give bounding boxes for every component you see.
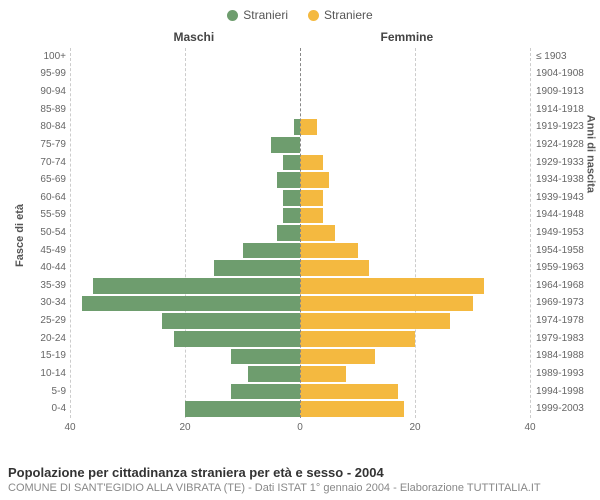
bar-female xyxy=(300,119,317,135)
bar-female xyxy=(300,296,473,312)
bar-female xyxy=(300,401,404,417)
bar-female xyxy=(300,155,323,171)
birth-year-label: 1934-1938 xyxy=(536,174,598,185)
chart-title: Popolazione per cittadinanza straniera p… xyxy=(8,465,541,480)
birth-year-label: 1909-1913 xyxy=(536,86,598,97)
footer: Popolazione per cittadinanza straniera p… xyxy=(8,465,541,494)
bar-female xyxy=(300,278,484,294)
bar-male xyxy=(248,366,300,382)
birth-year-label: 1969-1973 xyxy=(536,297,598,308)
birth-year-label: 1999-2003 xyxy=(536,403,598,414)
bar-female xyxy=(300,260,369,276)
x-tick-label: 40 xyxy=(524,422,535,433)
bar-male xyxy=(283,208,300,224)
bar-female xyxy=(300,331,415,347)
birth-year-label: 1924-1928 xyxy=(536,139,598,150)
age-label: 40-44 xyxy=(4,262,66,273)
bar-male xyxy=(277,225,300,241)
age-label: 25-29 xyxy=(4,315,66,326)
bar-female xyxy=(300,366,346,382)
gridline xyxy=(530,48,531,418)
age-label: 10-14 xyxy=(4,368,66,379)
bar-male xyxy=(82,296,301,312)
legend-swatch-female xyxy=(308,10,319,21)
bar-male xyxy=(243,243,301,259)
birth-year-label: 1979-1983 xyxy=(536,333,598,344)
bar-male xyxy=(271,137,300,153)
age-label: 30-34 xyxy=(4,297,66,308)
birth-year-label: 1954-1958 xyxy=(536,245,598,256)
age-label: 15-19 xyxy=(4,350,66,361)
birth-year-label: ≤ 1903 xyxy=(536,51,598,62)
age-label: 60-64 xyxy=(4,192,66,203)
bar-male xyxy=(283,190,300,206)
column-title-female: Femmine xyxy=(381,30,434,44)
age-label: 5-9 xyxy=(4,386,66,397)
age-label: 95-99 xyxy=(4,68,66,79)
birth-year-label: 1939-1943 xyxy=(536,192,598,203)
age-label: 50-54 xyxy=(4,227,66,238)
age-label: 55-59 xyxy=(4,209,66,220)
bar-male xyxy=(93,278,300,294)
age-label: 75-79 xyxy=(4,139,66,150)
birth-year-label: 1914-1918 xyxy=(536,104,598,115)
bar-female xyxy=(300,384,398,400)
bar-male xyxy=(214,260,300,276)
bar-female xyxy=(300,313,450,329)
birth-year-label: 1974-1978 xyxy=(536,315,598,326)
bar-male xyxy=(283,155,300,171)
column-title-male: Maschi xyxy=(174,30,215,44)
birth-year-label: 1944-1948 xyxy=(536,209,598,220)
legend-swatch-male xyxy=(227,10,238,21)
birth-year-label: 1964-1968 xyxy=(536,280,598,291)
legend-item-female: Straniere xyxy=(308,8,373,22)
birth-year-label: 1949-1953 xyxy=(536,227,598,238)
bar-male xyxy=(162,313,300,329)
legend: Stranieri Straniere xyxy=(0,0,600,26)
legend-item-male: Stranieri xyxy=(227,8,288,22)
bar-male xyxy=(231,384,300,400)
birth-year-label: 1959-1963 xyxy=(536,262,598,273)
age-label: 20-24 xyxy=(4,333,66,344)
bar-male xyxy=(185,401,300,417)
bar-male xyxy=(277,172,300,188)
bar-female xyxy=(300,225,335,241)
age-label: 85-89 xyxy=(4,104,66,115)
x-tick-label: 20 xyxy=(179,422,190,433)
age-label: 65-69 xyxy=(4,174,66,185)
chart: Maschi Femmine Fasce di età Anni di nasc… xyxy=(0,26,600,446)
bar-female xyxy=(300,349,375,365)
age-label: 70-74 xyxy=(4,157,66,168)
birth-year-label: 1994-1998 xyxy=(536,386,598,397)
bar-female xyxy=(300,172,329,188)
legend-label-male: Stranieri xyxy=(243,8,288,22)
bar-female xyxy=(300,243,358,259)
age-label: 80-84 xyxy=(4,121,66,132)
age-label: 35-39 xyxy=(4,280,66,291)
bar-female xyxy=(300,190,323,206)
birth-year-label: 1929-1933 xyxy=(536,157,598,168)
birth-year-label: 1989-1993 xyxy=(536,368,598,379)
bar-female xyxy=(300,208,323,224)
plot-area xyxy=(70,48,530,418)
legend-label-female: Straniere xyxy=(324,8,373,22)
birth-year-label: 1919-1923 xyxy=(536,121,598,132)
birth-year-label: 1904-1908 xyxy=(536,68,598,79)
x-tick-label: 0 xyxy=(297,422,303,433)
bar-male xyxy=(231,349,300,365)
age-label: 100+ xyxy=(4,51,66,62)
x-tick-label: 40 xyxy=(64,422,75,433)
zero-line xyxy=(300,48,301,418)
age-label: 90-94 xyxy=(4,86,66,97)
birth-year-label: 1984-1988 xyxy=(536,350,598,361)
x-tick-label: 20 xyxy=(409,422,420,433)
chart-subtitle: COMUNE DI SANT'EGIDIO ALLA VIBRATA (TE) … xyxy=(8,482,541,494)
age-label: 45-49 xyxy=(4,245,66,256)
bar-male xyxy=(174,331,301,347)
age-label: 0-4 xyxy=(4,403,66,414)
